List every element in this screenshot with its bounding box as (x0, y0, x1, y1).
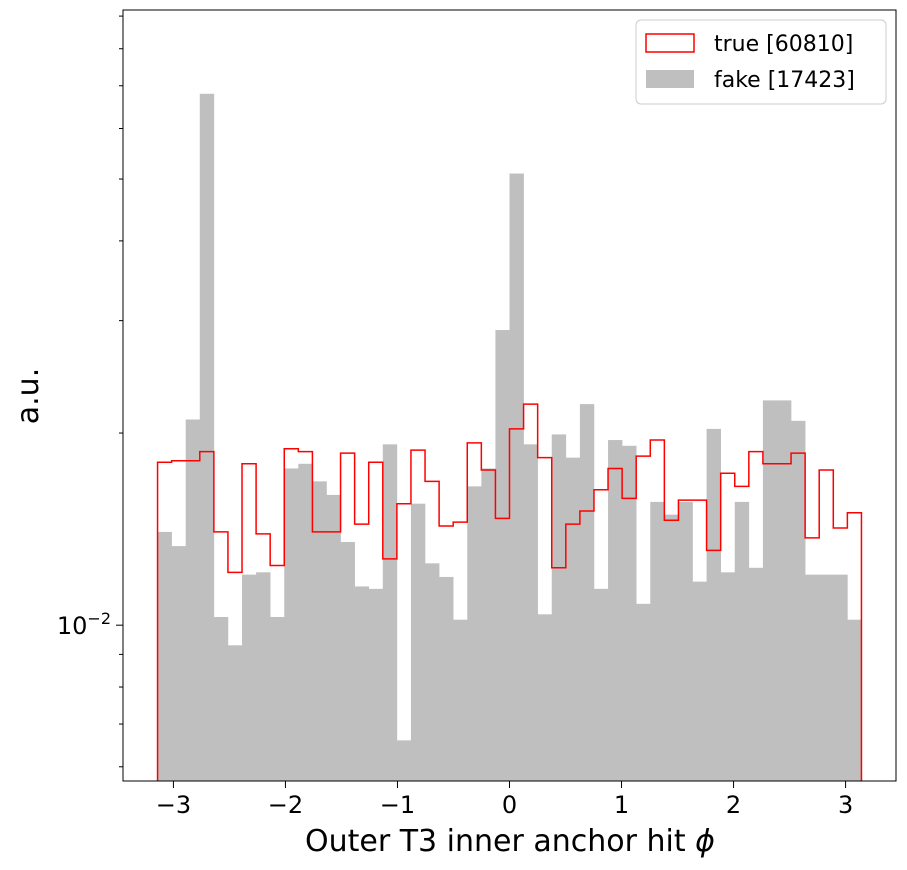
fake-bar-28 (551, 434, 567, 781)
fake-bar-18 (410, 503, 426, 781)
fake-bar-0 (157, 531, 172, 781)
fake-bar-38 (692, 581, 707, 781)
plot-frame (122, 9, 897, 782)
fake-series-bars (157, 93, 862, 782)
legend: true [60810] fake [17423] (635, 19, 887, 105)
fake-bar-7 (256, 572, 271, 781)
fake-bar-19 (425, 563, 440, 781)
y-axis-ticks (116, 15, 123, 768)
fake-bar-14 (354, 586, 370, 781)
fake-bar-8 (270, 616, 285, 781)
x-axis-label: Outer T3 inner anchor hit ϕ (305, 824, 715, 859)
fake-bar-24 (495, 330, 510, 781)
fake-bar-33 (622, 445, 637, 781)
y-axis-label: a.u. (11, 368, 46, 424)
fake-bar-5 (227, 645, 243, 781)
fake-bar-1 (171, 546, 187, 781)
fake-bar-20 (439, 576, 454, 781)
fake-bar-32 (608, 440, 623, 781)
fake-bar-23 (481, 468, 496, 781)
fake-bar-10 (298, 463, 313, 781)
fake-bar-26 (523, 444, 538, 781)
fake-bar-9 (284, 468, 299, 781)
fake-bar-34 (636, 603, 651, 781)
fake-bar-12 (326, 494, 341, 781)
fake-bar-17 (396, 740, 412, 781)
fake-bar-37 (678, 501, 693, 781)
fake-bar-43 (762, 400, 778, 781)
fake-bar-30 (579, 404, 595, 781)
fake-bar-36 (664, 514, 679, 781)
fake-bar-3 (199, 93, 215, 782)
x-tick-label: −2 (268, 791, 303, 819)
fake-bar-2 (185, 419, 201, 781)
fake-bar-15 (368, 588, 384, 781)
fake-bar-4 (213, 616, 229, 781)
legend-fake-swatch (646, 70, 694, 88)
legend-box (635, 19, 887, 105)
fake-bar-42 (748, 567, 764, 781)
fake-bar-49 (847, 619, 862, 781)
fake-bar-41 (734, 501, 750, 781)
fake-bar-44 (776, 400, 792, 781)
fake-bar-21 (453, 619, 468, 781)
x-tick-label: 1 (614, 791, 629, 819)
fake-bar-29 (565, 457, 581, 781)
fake-bar-22 (467, 486, 482, 781)
fake-bar-27 (537, 614, 553, 781)
x-tick-label: 0 (502, 791, 517, 819)
fake-bar-16 (382, 444, 398, 781)
legend-true-label: true [60810] (714, 32, 853, 57)
fake-bar-6 (242, 574, 257, 781)
x-tick-label: 3 (838, 791, 853, 819)
fake-bar-47 (819, 574, 834, 781)
fake-bar-46 (805, 574, 820, 781)
fake-bar-45 (791, 420, 806, 781)
fake-bar-48 (833, 574, 848, 781)
y-tick-label-1e-2: 10−2 (57, 609, 111, 640)
legend-true-swatch (645, 33, 695, 53)
x-tick-label: 2 (726, 791, 741, 819)
x-tick-label: −3 (156, 791, 191, 819)
fake-bar-25 (509, 173, 524, 781)
legend-fake-label: fake [17423] (714, 68, 855, 93)
x-tick-label: −1 (380, 791, 415, 819)
fake-bar-11 (312, 481, 327, 781)
fake-bar-31 (593, 588, 609, 781)
fake-bar-40 (720, 572, 736, 781)
fake-bar-35 (650, 501, 665, 781)
x-axis-ticks: −3 −2 −1 0 1 2 3 (156, 781, 853, 819)
fake-bar-13 (340, 541, 355, 781)
true-series-step-line (156, 403, 863, 781)
fake-bar-39 (706, 428, 721, 781)
